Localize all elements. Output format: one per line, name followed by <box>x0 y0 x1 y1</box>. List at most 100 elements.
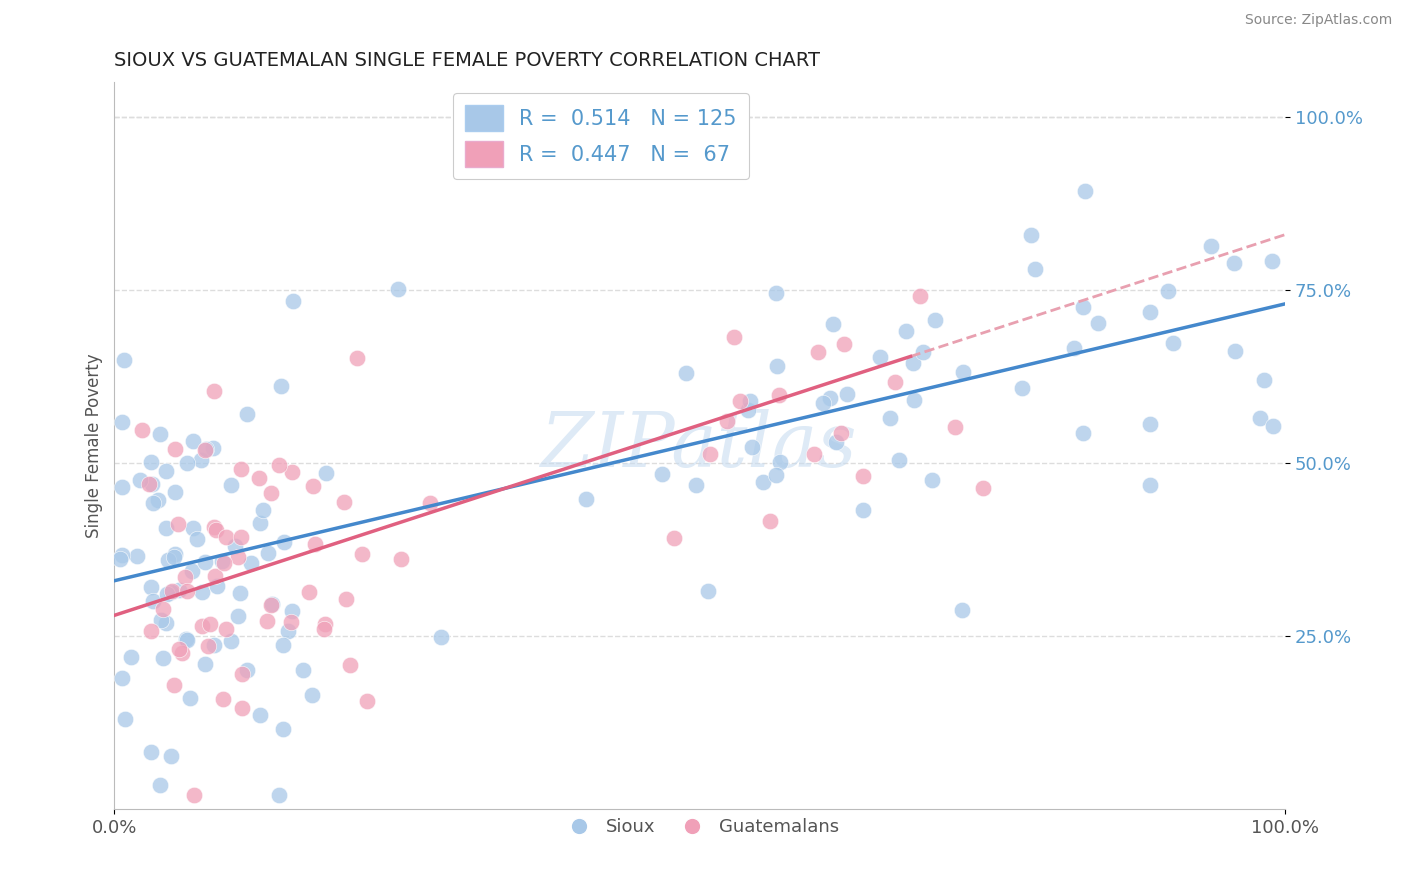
Point <box>111 415 134 429</box>
Point <box>219 478 242 492</box>
Point <box>111 548 134 562</box>
Point <box>651 467 673 481</box>
Point <box>952 365 974 379</box>
Point <box>183 789 205 803</box>
Point <box>765 286 787 301</box>
Point <box>256 614 278 628</box>
Point <box>387 282 409 296</box>
Point <box>205 579 228 593</box>
Point <box>202 519 225 533</box>
Point <box>1071 300 1094 314</box>
Point <box>903 392 925 407</box>
Point <box>174 632 197 647</box>
Point <box>249 708 271 723</box>
Point <box>333 495 356 509</box>
Point <box>112 352 135 367</box>
Point <box>832 337 855 351</box>
Point <box>818 391 841 405</box>
Point <box>314 616 336 631</box>
Point <box>699 447 721 461</box>
Point <box>149 778 172 792</box>
Point <box>181 434 204 448</box>
Point <box>1253 373 1275 387</box>
Point <box>1011 381 1033 395</box>
Point <box>229 530 252 544</box>
Point <box>197 639 219 653</box>
Point <box>910 289 932 303</box>
Point <box>277 624 299 638</box>
Point <box>765 467 787 482</box>
Point <box>160 584 183 599</box>
Point <box>280 615 302 629</box>
Point <box>281 604 304 618</box>
Point <box>356 694 378 708</box>
Point <box>835 387 858 401</box>
Point <box>149 613 172 627</box>
Point <box>723 330 745 344</box>
Point <box>174 570 197 584</box>
Point <box>1263 418 1285 433</box>
Point <box>195 442 218 456</box>
Point <box>1157 285 1180 299</box>
Point <box>738 394 761 409</box>
Point <box>312 622 335 636</box>
Point <box>152 651 174 665</box>
Point <box>1139 417 1161 432</box>
Point <box>1249 411 1271 425</box>
Point <box>231 701 253 715</box>
Point <box>1024 261 1046 276</box>
Point <box>852 468 875 483</box>
Point <box>260 597 283 611</box>
Point <box>273 534 295 549</box>
Point <box>155 616 177 631</box>
Point <box>1225 343 1247 358</box>
Point <box>190 453 212 467</box>
Point <box>350 548 373 562</box>
Point <box>271 723 294 737</box>
Point <box>176 456 198 470</box>
Point <box>823 318 845 332</box>
Point <box>170 646 193 660</box>
Point <box>155 464 177 478</box>
Point <box>1074 184 1097 198</box>
Point <box>685 478 707 492</box>
Point <box>186 532 208 546</box>
Point <box>302 479 325 493</box>
Point <box>247 471 270 485</box>
Point <box>1139 477 1161 491</box>
Point <box>304 537 326 551</box>
Point <box>212 556 235 570</box>
Point <box>298 585 321 599</box>
Point <box>167 641 190 656</box>
Point <box>152 602 174 616</box>
Point <box>575 491 598 506</box>
Point <box>662 531 685 545</box>
Point <box>156 586 179 600</box>
Point <box>1071 426 1094 441</box>
Point <box>141 455 163 469</box>
Point <box>267 789 290 803</box>
Point <box>339 657 361 672</box>
Point <box>769 455 792 469</box>
Point <box>194 555 217 569</box>
Point <box>240 556 263 570</box>
Point <box>768 388 790 402</box>
Point <box>231 462 253 476</box>
Point <box>190 585 212 599</box>
Point <box>160 748 183 763</box>
Point <box>111 671 134 685</box>
Point <box>176 633 198 648</box>
Point <box>950 603 973 617</box>
Point <box>165 484 187 499</box>
Point <box>1139 305 1161 319</box>
Point <box>226 609 249 624</box>
Point <box>283 294 305 309</box>
Point <box>972 481 994 495</box>
Point <box>759 514 782 528</box>
Point <box>911 344 934 359</box>
Point <box>236 407 259 421</box>
Point <box>1087 316 1109 330</box>
Point <box>191 619 214 633</box>
Point <box>138 477 160 491</box>
Point <box>131 423 153 437</box>
